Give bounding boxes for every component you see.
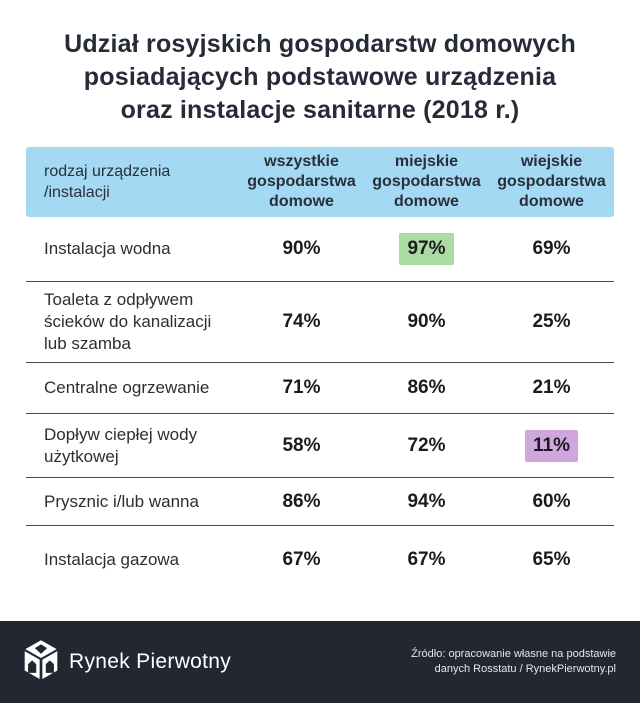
header-cell-rural-households: wiejskie gospodarstwa domowe bbox=[497, 153, 606, 210]
value-cell: 90% bbox=[407, 311, 446, 332]
table-row: Instalacja wodna 90% 97% 69% bbox=[26, 217, 614, 281]
value-cell: 67% bbox=[407, 548, 446, 570]
brand-logo-cube-icon bbox=[24, 639, 58, 685]
value-cell: 86% bbox=[407, 377, 446, 398]
highlight-green: 97% bbox=[399, 233, 454, 265]
highlight-purple: 11% bbox=[525, 429, 578, 462]
header-cell-urban-households: miejskie gospodarstwa domowe bbox=[372, 153, 481, 210]
value-cell: 71% bbox=[282, 377, 321, 398]
value-cell-highlighted: 97% bbox=[364, 233, 489, 265]
value-cell: 90% bbox=[282, 238, 321, 259]
source-text: Źródło: opracowanie własne na podstawie … bbox=[411, 648, 616, 675]
value-cell: 67% bbox=[282, 548, 321, 570]
value-cell: 21% bbox=[532, 377, 571, 398]
brand-name: Rynek Pierwotny bbox=[69, 650, 232, 673]
table-row: Dopływ ciepłej wody użytkowej 58% 72% 11… bbox=[26, 413, 614, 477]
header-cell-all-households: wszystkie gospodarstwa domowe bbox=[247, 153, 356, 210]
table-row: Centralne ogrzewanie 71% 86% 21% bbox=[26, 362, 614, 413]
header-cell-row-type: rodzaj urządzenia /instalacji bbox=[44, 163, 171, 201]
data-table: rodzaj urządzenia /instalacji wszystkie … bbox=[26, 147, 614, 593]
value-cell: 69% bbox=[532, 238, 571, 259]
page-title: Udział rosyjskich gospodarstw domowych p… bbox=[64, 30, 576, 124]
row-label: Dopływ ciepłej wody użytkowej bbox=[44, 424, 198, 466]
brand: Rynek Pierwotny bbox=[24, 639, 232, 685]
table-row: Toaleta z odpływem ścieków do kanalizacj… bbox=[26, 281, 614, 362]
table-header-row: rodzaj urządzenia /instalacji wszystkie … bbox=[26, 147, 614, 217]
row-label: Instalacja gazowa bbox=[44, 549, 180, 569]
row-label: Prysznic i/lub wanna bbox=[44, 491, 199, 511]
row-label: Centralne ogrzewanie bbox=[44, 378, 210, 397]
table-row: Prysznic i/lub wanna 86% 94% 60% bbox=[26, 477, 614, 525]
value-cell: 86% bbox=[282, 490, 321, 512]
value-cell: 65% bbox=[532, 548, 571, 570]
table-row: Instalacja gazowa 67% 67% 65% bbox=[26, 525, 614, 593]
row-label: Toaleta z odpływem ścieków do kanalizacj… bbox=[44, 290, 212, 353]
value-cell: 60% bbox=[532, 490, 571, 512]
value-cell: 74% bbox=[282, 311, 321, 332]
value-cell: 25% bbox=[532, 311, 571, 332]
value-cell-highlighted: 11% bbox=[489, 429, 614, 462]
value-cell: 72% bbox=[407, 434, 446, 456]
footer: Rynek Pierwotny Źródło: opracowanie włas… bbox=[0, 621, 640, 703]
row-label: Instalacja wodna bbox=[44, 239, 171, 258]
value-cell: 94% bbox=[407, 490, 446, 512]
value-cell: 58% bbox=[282, 434, 321, 456]
